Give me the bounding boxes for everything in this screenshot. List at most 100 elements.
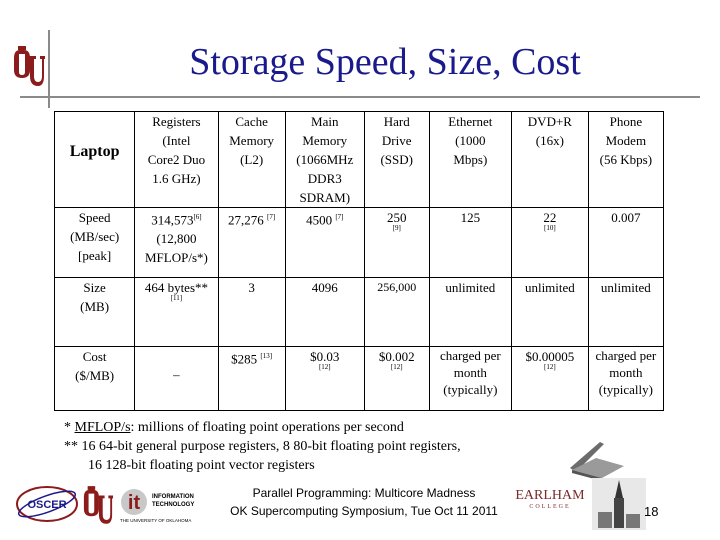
- row-label-cost: Cost ($/MB): [53, 346, 136, 411]
- header-cache: Cache Memory (L2): [217, 111, 286, 208]
- title-divider-horizontal: [20, 96, 700, 98]
- cell-value: $285: [231, 351, 258, 367]
- cell-cost-ethernet: charged per month (typically): [428, 346, 513, 411]
- header-main-memory: Main Memory (1066MHz DDR3 SDRAM): [284, 111, 365, 208]
- cell-value: $0.00005: [525, 349, 575, 364]
- cell-cost-main-memory: $0.03 [12]: [284, 346, 365, 411]
- citation: [7]: [267, 213, 276, 221]
- earlham-logo-icon: EARLHAM COLLEGE: [515, 488, 585, 510]
- cell-value: 125: [460, 210, 481, 225]
- header-line: SDRAM): [299, 190, 351, 205]
- row-label-line: (MB/sec): [70, 229, 120, 244]
- footer-line-2: OK Supercomputing Symposium, Tue Oct 11 …: [230, 504, 498, 518]
- header-line: Modem: [605, 133, 647, 148]
- citation: [12]: [544, 363, 556, 371]
- footnote-registers: ** 16 64-bit general purpose registers, …: [64, 439, 461, 454]
- slide-footer: Parallel Programming: Multicore Madness …: [214, 484, 514, 520]
- cell-cost-cache: $285 [13]: [217, 346, 286, 411]
- cell-value: –: [173, 367, 180, 382]
- footnote-marker: *: [64, 420, 75, 435]
- cell-value: 4500: [306, 212, 333, 228]
- citation: [9]: [392, 224, 401, 232]
- cell-size-cache: 3: [217, 277, 286, 347]
- header-line: Memory: [302, 133, 348, 148]
- cell-speed-ethernet: 125: [428, 207, 513, 278]
- row-label-size: Size (MB): [53, 277, 136, 347]
- it-logo-line2: TECHNOLOGY: [152, 502, 194, 508]
- header-line: Registers: [152, 114, 201, 129]
- header-phone-modem: Phone Modem (56 Kbps): [587, 111, 665, 208]
- row-label-line: Speed: [78, 210, 111, 225]
- title-divider-vertical: [48, 30, 50, 108]
- cell-extra: (12,800: [156, 231, 197, 247]
- citation: [11]: [170, 294, 183, 302]
- header-line: (1000: [455, 133, 486, 148]
- header-ethernet: Ethernet (1000 Mbps): [428, 111, 513, 208]
- ou-logo-icon: [14, 46, 45, 86]
- footnote-mflops: * MFLOP/s: millions of floating point op…: [64, 418, 664, 437]
- header-line: Mbps): [453, 152, 488, 167]
- ou-logo-small-icon: [83, 486, 114, 524]
- cell-value: 0.007: [611, 210, 641, 225]
- cell-value: 256,000: [377, 280, 417, 294]
- cell-speed-phone-modem: 0.007: [587, 207, 665, 278]
- row-label-line: Cost: [82, 349, 107, 364]
- header-line: Drive: [381, 133, 412, 148]
- cell-value: 3: [248, 280, 255, 295]
- earlham-logo-text: EARLHAM: [515, 488, 585, 503]
- it-logo-sub: THE UNIVERSITY OF OKLAHOMA: [120, 518, 191, 523]
- header-line: Cache: [235, 114, 268, 129]
- table-header-row: Laptop Registers (Intel Core2 Duo 1.6 GH…: [53, 111, 665, 208]
- footer-line-1: Parallel Programming: Multicore Madness: [252, 486, 476, 500]
- header-line: Hard: [383, 114, 410, 129]
- corner-label: Laptop: [69, 143, 120, 160]
- header-line: (L2): [240, 152, 264, 167]
- cell-value: 4096: [311, 280, 338, 295]
- row-label-speed: Speed (MB/sec) [peak]: [53, 207, 136, 278]
- row-label-line: Size: [83, 280, 106, 295]
- cell-cost-phone-modem: charged per month (typically): [587, 346, 665, 411]
- table-corner-cell: Laptop: [53, 111, 136, 208]
- cell-value: charged per month (typically): [595, 348, 657, 397]
- header-line: Main: [311, 114, 339, 129]
- footnotes: * MFLOP/s: millions of floating point op…: [64, 418, 664, 475]
- cell-speed-registers: 314,573[6] (12,800 MFLOP/s*): [134, 207, 219, 278]
- oscer-logo-text: OSCER: [27, 499, 66, 511]
- cell-size-ethernet: unlimited: [428, 277, 513, 347]
- it-logo-icon: it INFORMATION TECHNOLOGY THE UNIVERSITY…: [120, 489, 194, 523]
- citation: [7]: [335, 213, 344, 221]
- cell-size-dvd: unlimited: [511, 277, 589, 347]
- row-label-line: [peak]: [78, 248, 112, 263]
- cell-size-hard-drive: 256,000: [363, 277, 430, 347]
- cell-value: 464 bytes**: [144, 280, 209, 295]
- footnote-term: MFLOP/s: [74, 420, 131, 435]
- storage-comparison-table: Laptop Registers (Intel Core2 Duo 1.6 GH…: [53, 111, 665, 411]
- header-line: DDR3: [307, 171, 342, 186]
- cell-cost-hard-drive: $0.002 [12]: [363, 346, 430, 411]
- header-line: (1066MHz: [296, 152, 354, 167]
- table-row-speed: Speed (MB/sec) [peak] 314,573[6] (12,800…: [53, 207, 665, 278]
- cell-cost-registers: –: [134, 346, 219, 411]
- cell-value: unlimited: [445, 280, 496, 295]
- header-line: DVD+R: [527, 114, 572, 129]
- header-line: (56 Kbps): [599, 152, 653, 167]
- cell-value: $0.002: [378, 349, 415, 364]
- cell-value: 250: [386, 210, 407, 225]
- header-line: Core2 Duo: [147, 152, 206, 167]
- cell-value: 27,276: [228, 212, 264, 228]
- footnote-text: : millions of floating point operations …: [130, 420, 404, 435]
- header-line: Ethernet: [448, 114, 493, 129]
- cell-speed-hard-drive: 250 [9]: [363, 207, 430, 278]
- table-row-size: Size (MB) 464 bytes** [11] 3 4096 256,000…: [53, 277, 665, 347]
- citation: [12]: [318, 363, 331, 371]
- header-dvd: DVD+R (16x): [511, 111, 589, 208]
- header-hard-drive: Hard Drive (SSD): [363, 111, 430, 208]
- cell-speed-main-memory: 4500 [7]: [284, 207, 365, 278]
- cell-value: unlimited: [600, 280, 651, 295]
- it-logo-line1: INFORMATION: [152, 494, 194, 500]
- cell-cost-dvd: $0.00005 [12]: [511, 346, 589, 411]
- footnote-registers-cont: 16 128-bit floating point vector registe…: [88, 458, 315, 473]
- cell-size-main-memory: 4096: [284, 277, 365, 347]
- row-label-line: ($/MB): [75, 368, 115, 383]
- cell-value: $0.03: [310, 349, 340, 364]
